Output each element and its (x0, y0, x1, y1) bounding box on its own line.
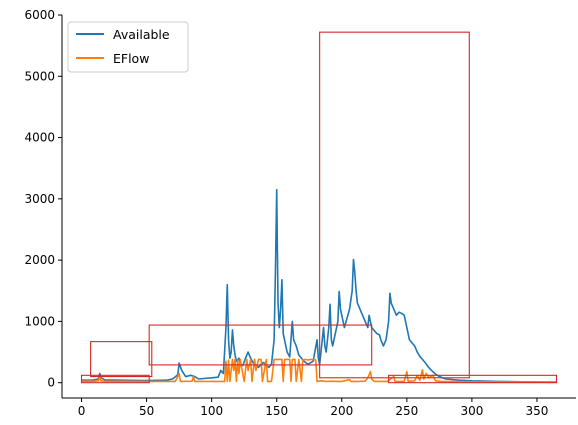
y-tick-label: 0 (47, 376, 55, 390)
legend-label-available: Available (113, 27, 170, 42)
x-tick-label: 50 (139, 404, 154, 418)
y-tick-label: 5000 (24, 69, 55, 83)
legend: Available EFlow (67, 21, 189, 73)
y-tick-label: 3000 (24, 192, 55, 206)
legend-label-eflow: EFlow (113, 51, 149, 66)
annotation-rect-1 (80, 374, 150, 384)
x-tick-label: 0 (78, 404, 86, 418)
x-tick-label: 350 (526, 404, 549, 418)
axes: 0 50 100 150 200 250 300 350 0 1000 2000 3000 4000 50… (24, 8, 576, 418)
x-tick-label: 150 (265, 404, 288, 418)
series-line-eflow (81, 358, 557, 383)
x-tick-label: 250 (395, 404, 418, 418)
annotation-rect-3 (148, 324, 373, 366)
x-tick-label: 300 (460, 404, 483, 418)
annotation-rect-5 (388, 374, 558, 384)
y-tick-label: 1000 (24, 314, 55, 328)
y-tick-label: 4000 (24, 131, 55, 145)
x-tick-label: 100 (200, 404, 223, 418)
x-tick-label: 200 (330, 404, 353, 418)
plot-area (80, 31, 558, 384)
annotation-rect-4 (319, 31, 470, 379)
y-tick-label: 6000 (24, 8, 55, 22)
y-tick-label: 2000 (24, 253, 55, 267)
series-line-available (81, 188, 557, 383)
annotation-rect-2 (90, 341, 153, 378)
